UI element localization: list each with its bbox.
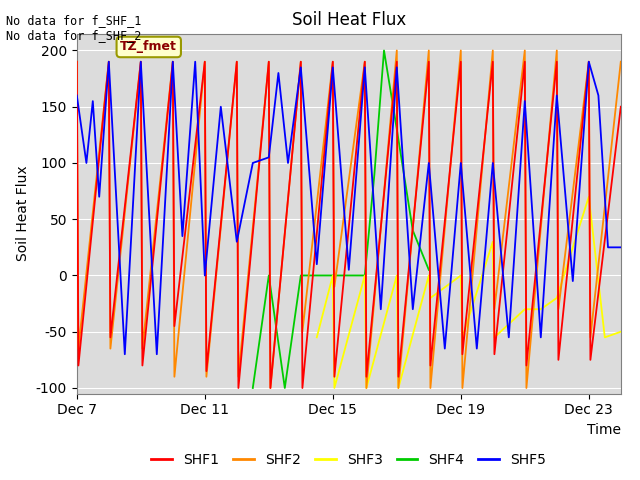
Title: Soil Heat Flux: Soil Heat Flux <box>292 11 406 29</box>
X-axis label: Time: Time <box>587 423 621 437</box>
Legend: SHF1, SHF2, SHF3, SHF4, SHF5: SHF1, SHF2, SHF3, SHF4, SHF5 <box>146 447 552 472</box>
Text: No data for f_SHF_1
No data for f_SHF_2: No data for f_SHF_1 No data for f_SHF_2 <box>6 14 142 42</box>
Text: TZ_fmet: TZ_fmet <box>120 40 177 53</box>
Y-axis label: Soil Heat Flux: Soil Heat Flux <box>16 166 30 262</box>
